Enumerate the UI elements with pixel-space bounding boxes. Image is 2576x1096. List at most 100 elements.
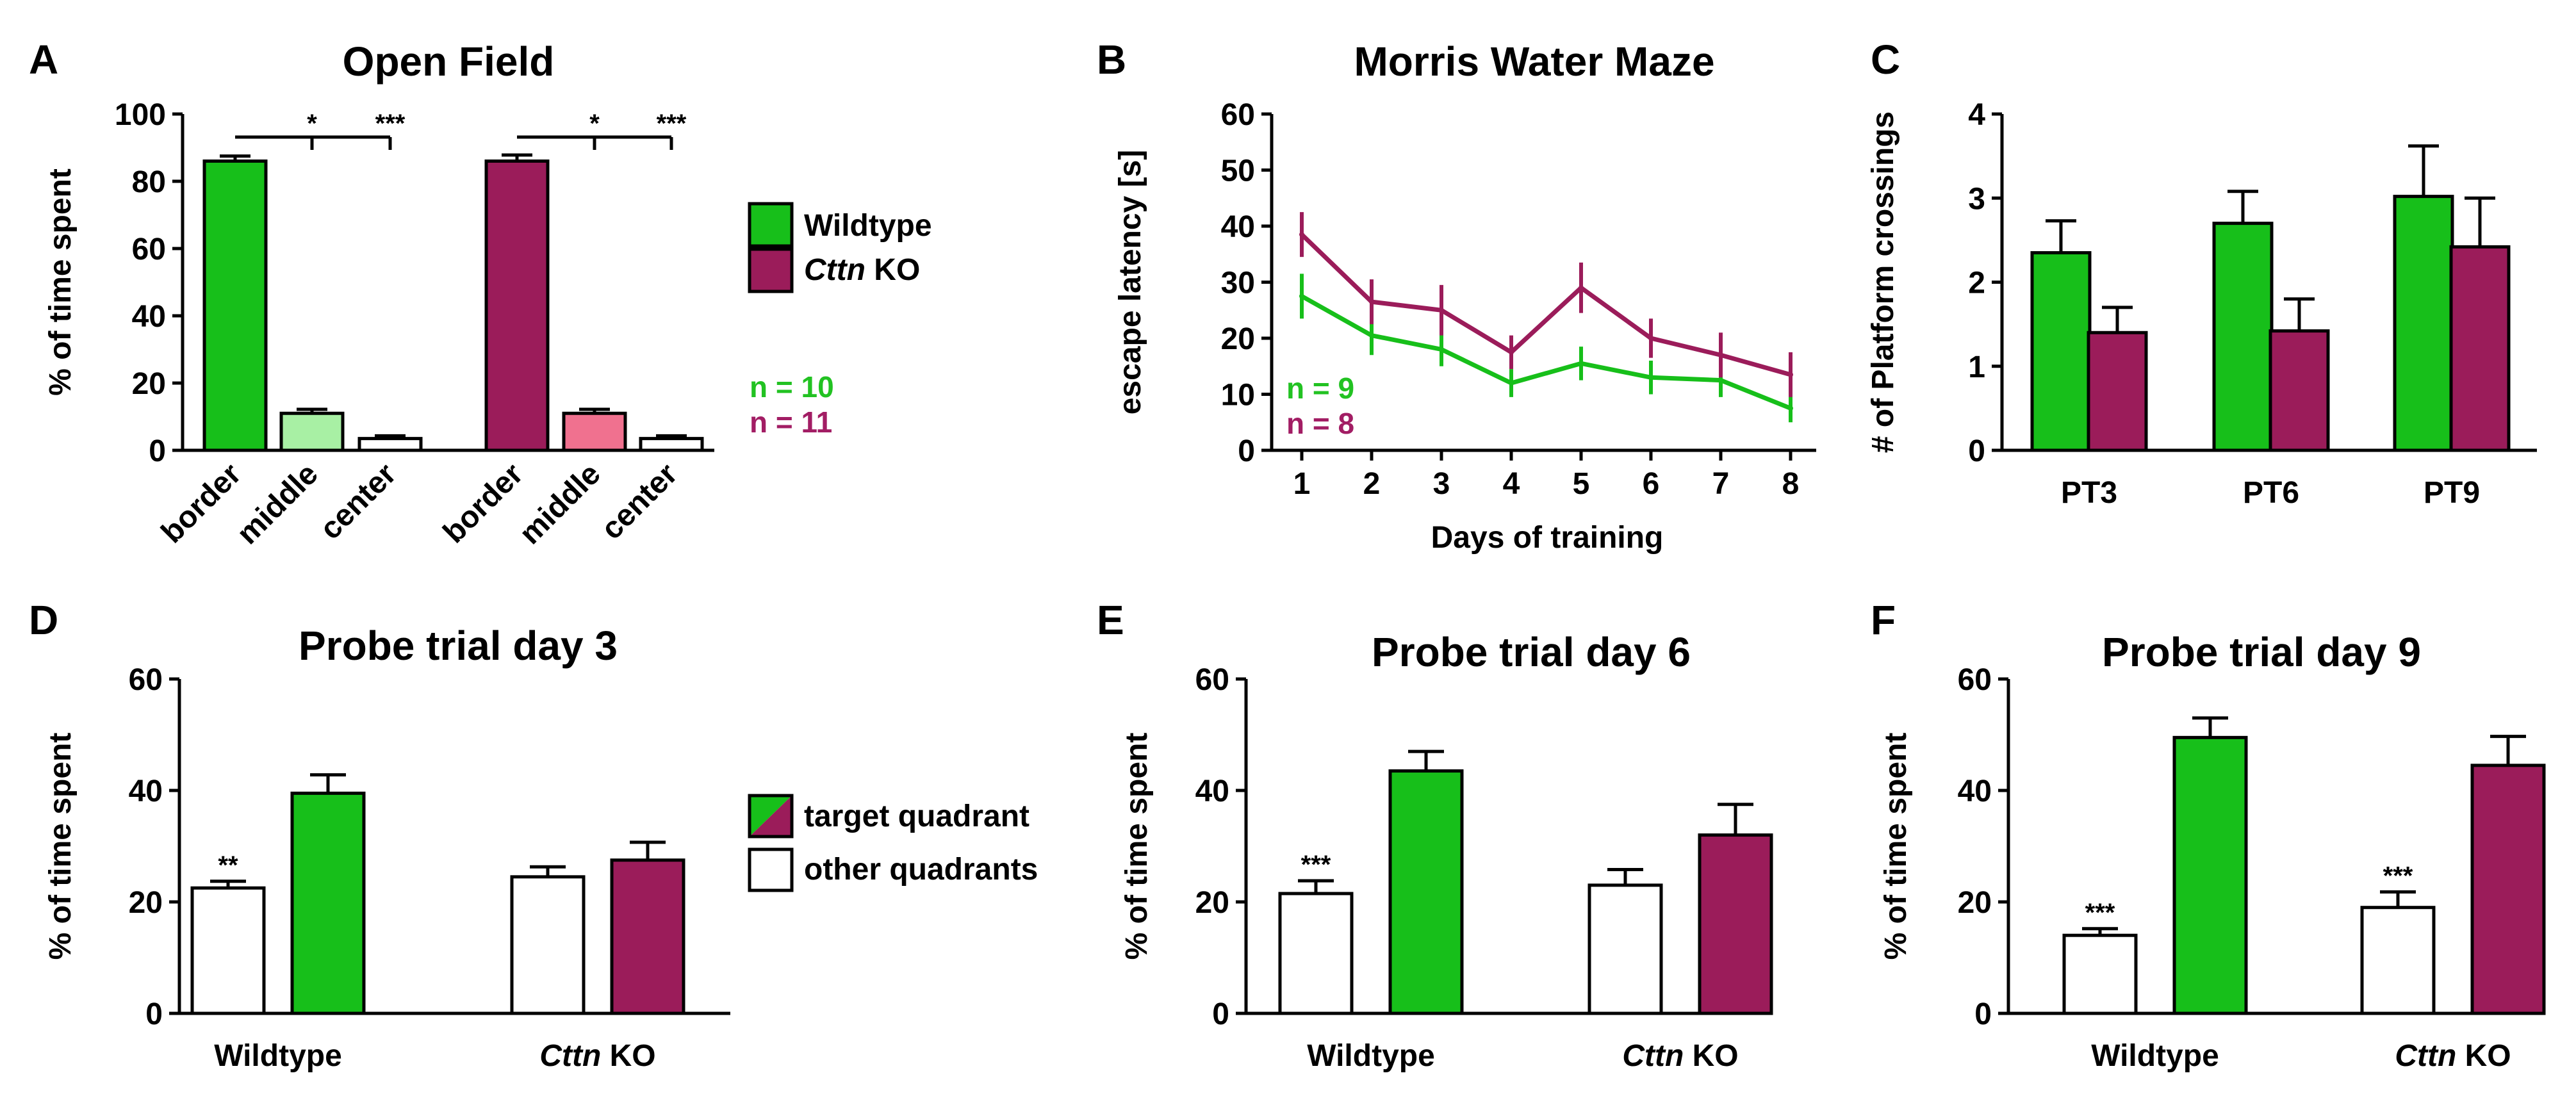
panel-a-category-label: border	[155, 457, 248, 550]
panel-c-y-tick-label: 0	[1968, 434, 1985, 468]
panel-f-category-label-suffix: KO	[2456, 1039, 2511, 1073]
panel-b-y-tick-label: 0	[1238, 434, 1255, 468]
panel-a-category-label: center	[313, 457, 402, 546]
legend-swatch-wildtype	[748, 202, 794, 248]
panel-d-category-label: Cttn KO	[539, 1039, 655, 1073]
panel-f-title: Probe trial day 9	[2102, 629, 2421, 675]
panel-a-open-field: A Open Field 0 20 40 60 80 100 % of time spent bo…	[29, 37, 834, 551]
panel-c-bar-wildtype	[2030, 251, 2092, 452]
panel-f-category-label: Wildtype	[2091, 1039, 2219, 1073]
panel-b-point-wildtype	[1509, 380, 1514, 386]
panel-b-point-wildtype	[1579, 361, 1584, 366]
panel-e-category-label-suffix: KO	[1684, 1039, 1738, 1073]
legend-swatch-ko	[748, 247, 794, 293]
legend-genotype: Wildtype Cttn KO	[748, 202, 932, 293]
panel-a-y-tick-label: 0	[149, 434, 166, 468]
panel-d-y-axis-label: % of time spent	[44, 733, 78, 960]
panel-a-n-label: n = 11	[750, 405, 832, 439]
panel-b-title: Morris Water Maze	[1354, 38, 1714, 85]
panel-e-y-axis-label: % of time spent	[1120, 733, 1154, 960]
panel-a-bar	[202, 159, 268, 452]
panel-b-point-ko	[1439, 307, 1444, 313]
panel-a-bar	[357, 437, 423, 452]
panel-c-bar-ko	[2268, 329, 2330, 452]
panel-b-y-tick-label: 30	[1221, 266, 1255, 300]
panel-f-probe-trial: F Probe trial day 9 0 20 40 60 % of time spent…	[1871, 597, 2546, 1073]
legend-swatch-target-border	[748, 794, 794, 838]
panel-d-bar-other	[190, 886, 266, 1015]
panel-f-sig-star: ***	[2085, 899, 2115, 927]
panel-b-point-wildtype	[1648, 375, 1653, 380]
panel-a-n-label: n = 10	[750, 370, 834, 404]
panel-e-category-label: Cttn KO	[1622, 1039, 1738, 1073]
panel-e-category-label: Wildtype	[1307, 1039, 1435, 1073]
panel-d-y-tick-label: 40	[129, 774, 163, 808]
panel-b-x-tick-label: 5	[1573, 467, 1590, 501]
panel-a-y-tick-label: 80	[132, 165, 166, 199]
panel-a-category-label: middle	[513, 457, 607, 551]
panel-b-x-tick-label: 3	[1433, 467, 1450, 501]
panel-b-x-tick-label: 1	[1293, 467, 1311, 501]
panel-b-point-wildtype	[1439, 347, 1444, 352]
panel-a-title: Open Field	[343, 38, 555, 85]
panel-c-y-tick-label: 4	[1968, 98, 1985, 132]
panel-c-y-tick-label: 3	[1968, 182, 1985, 216]
panel-b-y-tick-label: 60	[1221, 98, 1255, 132]
panel-c-category-label: PT3	[2061, 476, 2117, 510]
panel-a-category-label: border	[437, 457, 530, 550]
panel-b-point-ko	[1299, 232, 1304, 238]
panel-f-bar-other	[2360, 906, 2436, 1015]
panel-e-bar-other	[1587, 883, 1663, 1015]
panel-d-bar-target	[290, 791, 366, 1015]
panel-b-x-axis-label: Days of training	[1431, 521, 1664, 555]
panel-f-category-label-gene: Cttn	[2395, 1039, 2456, 1073]
panel-b-x-tick-label: 6	[1643, 467, 1660, 501]
panel-f-category-label: Cttn KO	[2395, 1039, 2511, 1073]
panel-d-category-label-gene: Cttn	[539, 1039, 601, 1073]
legend-label-ko: Cttn KO	[804, 253, 920, 287]
panel-e-bar-other	[1278, 892, 1354, 1015]
panel-label-d: D	[29, 597, 58, 643]
panel-b-x-tick-label: 4	[1503, 467, 1520, 501]
panel-b-point-ko	[1509, 349, 1514, 355]
legend-label-other: other quadrants	[804, 853, 1038, 887]
panel-c-bar-wildtype	[2212, 222, 2274, 452]
panel-c-category-label: PT9	[2424, 476, 2480, 510]
panel-b-n-label: n = 8	[1286, 407, 1354, 440]
panel-b-y-tick-label: 10	[1221, 379, 1255, 413]
panel-d-y-tick-label: 0	[145, 997, 163, 1031]
panel-e-y-tick-label: 0	[1212, 997, 1229, 1031]
legend-label-wildtype: Wildtype	[804, 209, 932, 243]
panel-a-category-label: center	[595, 457, 684, 546]
panel-a-bar	[639, 437, 704, 452]
panel-b-n-label: n = 9	[1286, 372, 1354, 405]
panel-b-x-tick-label: 7	[1712, 467, 1730, 501]
panel-b-point-ko	[1788, 372, 1793, 377]
panel-b-series-line-ko	[1300, 233, 1791, 377]
panel-label-a: A	[29, 37, 58, 83]
panel-a-sig-star: *	[589, 110, 600, 138]
panel-d-title: Probe trial day 3	[299, 623, 618, 669]
panel-b-y-tick-label: 50	[1221, 154, 1255, 188]
panel-b-point-ko	[1579, 285, 1584, 291]
panel-c-y-axis-label: # of Platform crossings	[1866, 111, 1900, 453]
panel-a-bar	[562, 411, 627, 452]
panel-a-y-tick-label: 100	[115, 98, 166, 132]
panel-b-series-line-wildtype	[1300, 294, 1792, 411]
panel-e-sig-star: ***	[1301, 851, 1331, 879]
legend-label-ko-suffix: KO	[866, 253, 920, 287]
panel-d-probe-trial: D Probe trial day 3 0 20 40 60 % of time spent…	[29, 597, 730, 1073]
panel-f-y-axis-label: % of time spent	[1879, 733, 1913, 960]
panel-c-y-tick-label: 1	[1968, 350, 1985, 384]
panel-f-y-tick-label: 60	[1958, 663, 1992, 697]
panel-e-title: Probe trial day 6	[1372, 629, 1691, 675]
panel-a-sig-star: *	[307, 110, 317, 138]
panel-d-y-tick-label: 60	[129, 663, 163, 697]
panel-a-bar	[484, 159, 550, 452]
panel-label-c: C	[1871, 37, 1900, 83]
panel-d-y-tick-label: 20	[129, 886, 163, 920]
panel-a-y-tick-label: 60	[132, 233, 166, 266]
legend-label-target: target quadrant	[804, 799, 1030, 833]
panel-f-sig-star: ***	[2383, 862, 2413, 890]
panel-c-y-tick-label: 2	[1968, 266, 1985, 300]
